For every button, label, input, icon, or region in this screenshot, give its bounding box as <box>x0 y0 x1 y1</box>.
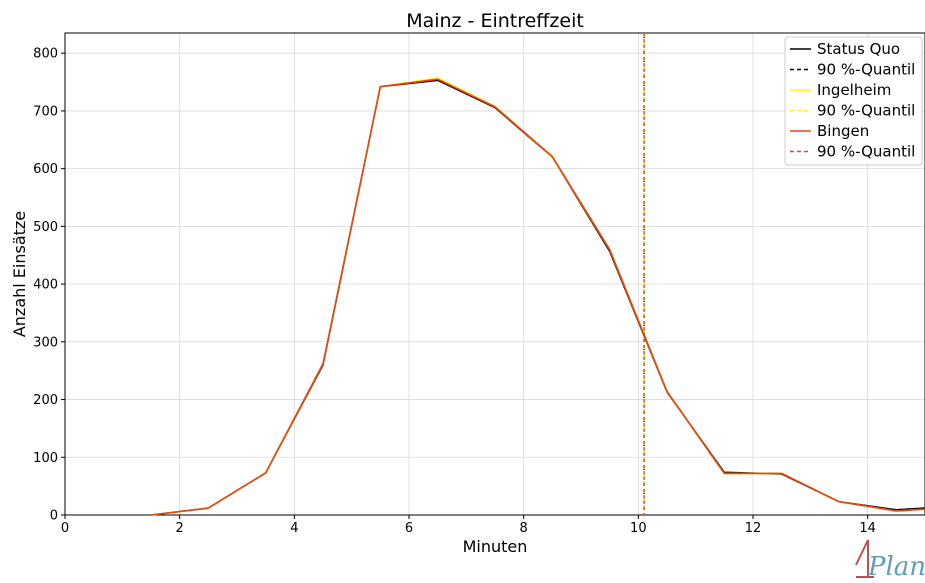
logo-mark <box>855 539 874 578</box>
x-tick-label: 2 <box>176 521 184 536</box>
y-tick-label: 200 <box>33 393 58 408</box>
logo-text: Plan <box>867 552 925 582</box>
y-tick-label: 100 <box>33 451 58 466</box>
x-tick-label: 6 <box>405 521 413 536</box>
y-tick-label: 700 <box>33 104 58 119</box>
series-lines <box>150 77 925 516</box>
legend: Status Quo 90 %-Quantil Ingelheim 90 %-Quan… <box>784 36 923 166</box>
legend-label: Ingelheim <box>817 81 891 99</box>
legend-label: 90 %-Quantil <box>817 143 915 161</box>
legend-label: 90 %-Quantil <box>817 61 915 79</box>
x-axis: 0 2 4 6 8 10 12 14 <box>61 515 876 536</box>
series-line-3 <box>150 78 925 516</box>
legend-label: 90 %-Quantil <box>817 102 915 120</box>
y-axis: 0 100 200 300 400 500 600 700 800 <box>33 47 65 524</box>
x-tick-label: 4 <box>290 521 298 536</box>
y-axis-label: Anzahl Einsätze <box>10 211 29 337</box>
x-tick-label: 12 <box>745 521 762 536</box>
legend-label: Bingen <box>817 122 869 140</box>
chart-title: Mainz - Eintreffzeit <box>406 10 584 32</box>
y-tick-label: 300 <box>33 335 58 350</box>
plot-frame <box>64 32 925 516</box>
x-tick-label: 14 <box>859 521 876 536</box>
y-tick-label: 0 <box>50 509 58 524</box>
grid <box>64 33 925 516</box>
x-tick-label: 0 <box>61 521 69 536</box>
legend-label: Status Quo <box>817 40 900 58</box>
y-tick-label: 600 <box>33 162 58 177</box>
y-tick-label: 800 <box>33 47 58 62</box>
legend-box <box>784 36 923 166</box>
y-tick-label: 400 <box>33 278 58 293</box>
x-tick-label: 10 <box>630 521 647 536</box>
x-axis-label: Minuten <box>463 537 528 556</box>
logo: Plan <box>855 539 925 582</box>
x-tick-label: 8 <box>520 521 528 536</box>
y-tick-label: 500 <box>33 220 58 235</box>
